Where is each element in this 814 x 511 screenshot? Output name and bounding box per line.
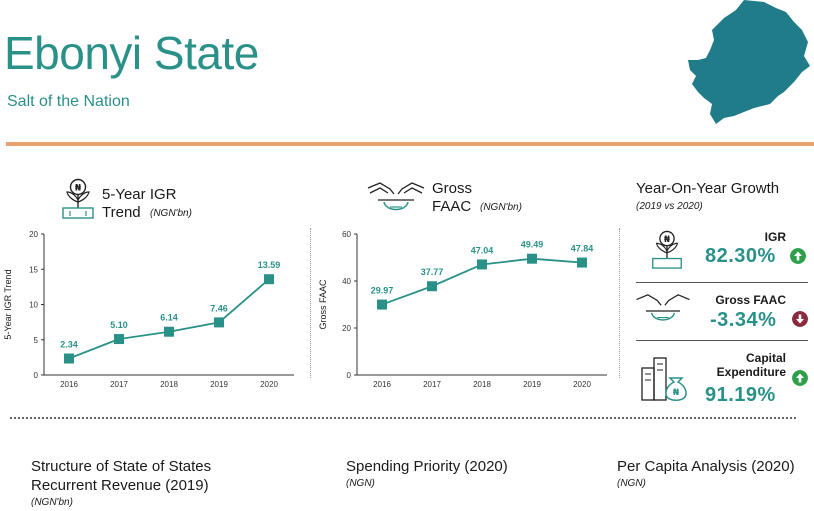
x-tick-label: 2016: [373, 380, 391, 389]
y-tick-label: 5: [34, 336, 39, 345]
x-tick-label: 2018: [160, 380, 178, 389]
page-subtitle: Salt of the Nation: [7, 93, 130, 110]
state-map-icon: [688, 0, 810, 124]
data-point: [377, 299, 387, 310]
page-title: Ebonyi State: [4, 27, 259, 79]
data-point: [477, 259, 487, 270]
structure-unit: (NGN'bn): [31, 497, 73, 508]
svg-text:₦: ₦: [664, 235, 670, 245]
structure-title-line1: Structure of State of States: [31, 458, 212, 475]
y-axis-label: 5-Year IGR Trend: [3, 269, 13, 339]
yoy-faac-value: -3.34%: [710, 309, 777, 331]
data-point: [427, 281, 437, 292]
y-tick-label: 40: [342, 277, 351, 286]
y-tick-label: 20: [342, 324, 351, 333]
hands-bowl-icon: [636, 294, 690, 321]
x-tick-label: 2019: [210, 380, 228, 389]
yoy-capex-value: 91.19%: [705, 384, 776, 406]
igr-title-line1: 5-Year IGR: [102, 186, 177, 203]
yoy-separator: [636, 340, 808, 341]
x-tick-label: 2020: [573, 380, 591, 389]
faac-title-line1: Gross: [432, 180, 473, 197]
y-tick-label: 0: [347, 371, 352, 380]
igr-unit: (NGN'bn): [150, 208, 192, 219]
faac-unit: (NGN'bn): [480, 202, 522, 213]
y-axis-label: Gross FAAC: [318, 279, 328, 330]
data-label: 49.49: [521, 240, 544, 250]
svg-text:₦: ₦: [75, 184, 82, 194]
yoy-igr-label: IGR: [764, 230, 786, 244]
y-tick-label: 15: [29, 265, 38, 274]
data-point: [164, 326, 174, 337]
per-capita-unit: (NGN): [617, 478, 646, 489]
svg-text:₦: ₦: [673, 388, 680, 398]
yoy-faac-label: Gross FAAC: [715, 293, 786, 307]
data-label: 37.77: [421, 267, 444, 277]
data-label: 29.97: [371, 286, 394, 296]
igr-line-chart: 0 5 10 15 20 5-Year IGR Trend 2016 2017 2018 2019…: [3, 230, 294, 389]
x-tick-label: 2017: [110, 380, 128, 389]
data-point: [64, 353, 74, 364]
data-label: 13.59: [258, 260, 281, 270]
y-tick-label: 0: [34, 371, 39, 380]
section-divider: [10, 417, 796, 419]
arrow-down-icon: [792, 311, 808, 327]
data-point: [214, 317, 224, 328]
data-label: 5.10: [110, 320, 128, 330]
yoy-capex-label-line1: Capital: [745, 351, 786, 365]
per-capita-title: Per Capita Analysis (2020): [617, 458, 795, 475]
igr-title-line2: Trend: [102, 204, 141, 221]
x-tick-label: 2016: [60, 380, 78, 389]
data-label: 47.04: [471, 245, 494, 255]
x-tick-label: 2019: [523, 380, 541, 389]
data-point: [264, 274, 274, 285]
chart-divider: [310, 228, 311, 378]
yoy-subtitle: (2019 vs 2020): [636, 201, 703, 212]
yoy-title: Year-On-Year Growth: [636, 180, 780, 197]
x-tick-label: 2020: [260, 380, 278, 389]
arrow-up-icon: [790, 248, 806, 264]
spending-title: Spending Priority (2020): [346, 458, 508, 475]
data-label: 47.84: [571, 244, 594, 254]
plant-money-icon: ₦: [62, 178, 94, 219]
plant-money-icon: ₦: [652, 230, 682, 269]
data-point: [527, 253, 537, 264]
y-tick-label: 60: [342, 230, 351, 239]
x-tick-label: 2017: [423, 380, 441, 389]
arrow-up-icon: [792, 370, 808, 386]
x-tick-label: 2018: [473, 380, 491, 389]
spending-unit: (NGN): [346, 478, 375, 489]
header-divider: [6, 142, 814, 146]
y-tick-label: 20: [29, 230, 38, 239]
structure-title-line2: Recurrent Revenue (2019): [31, 477, 209, 494]
y-tick-label: 10: [29, 301, 38, 310]
chart-divider: [619, 228, 620, 378]
yoy-capex-label-line2: Expenditure: [716, 365, 786, 379]
data-label: 6.14: [160, 313, 178, 323]
yoy-separator: [636, 282, 808, 283]
yoy-igr-value: 82.30%: [705, 245, 776, 267]
buildings-moneybag-icon: ₦: [641, 357, 687, 401]
hands-bowl-icon: [367, 182, 425, 211]
data-label: 2.34: [60, 340, 78, 350]
data-label: 7.46: [210, 303, 228, 313]
data-point: [114, 334, 124, 345]
data-point: [577, 257, 587, 268]
faac-title-line2: FAAC: [432, 198, 472, 215]
faac-line-chart: 0 20 40 60 Gross FAAC 2016 2017 2018 2019 2020 29.…: [318, 230, 607, 389]
